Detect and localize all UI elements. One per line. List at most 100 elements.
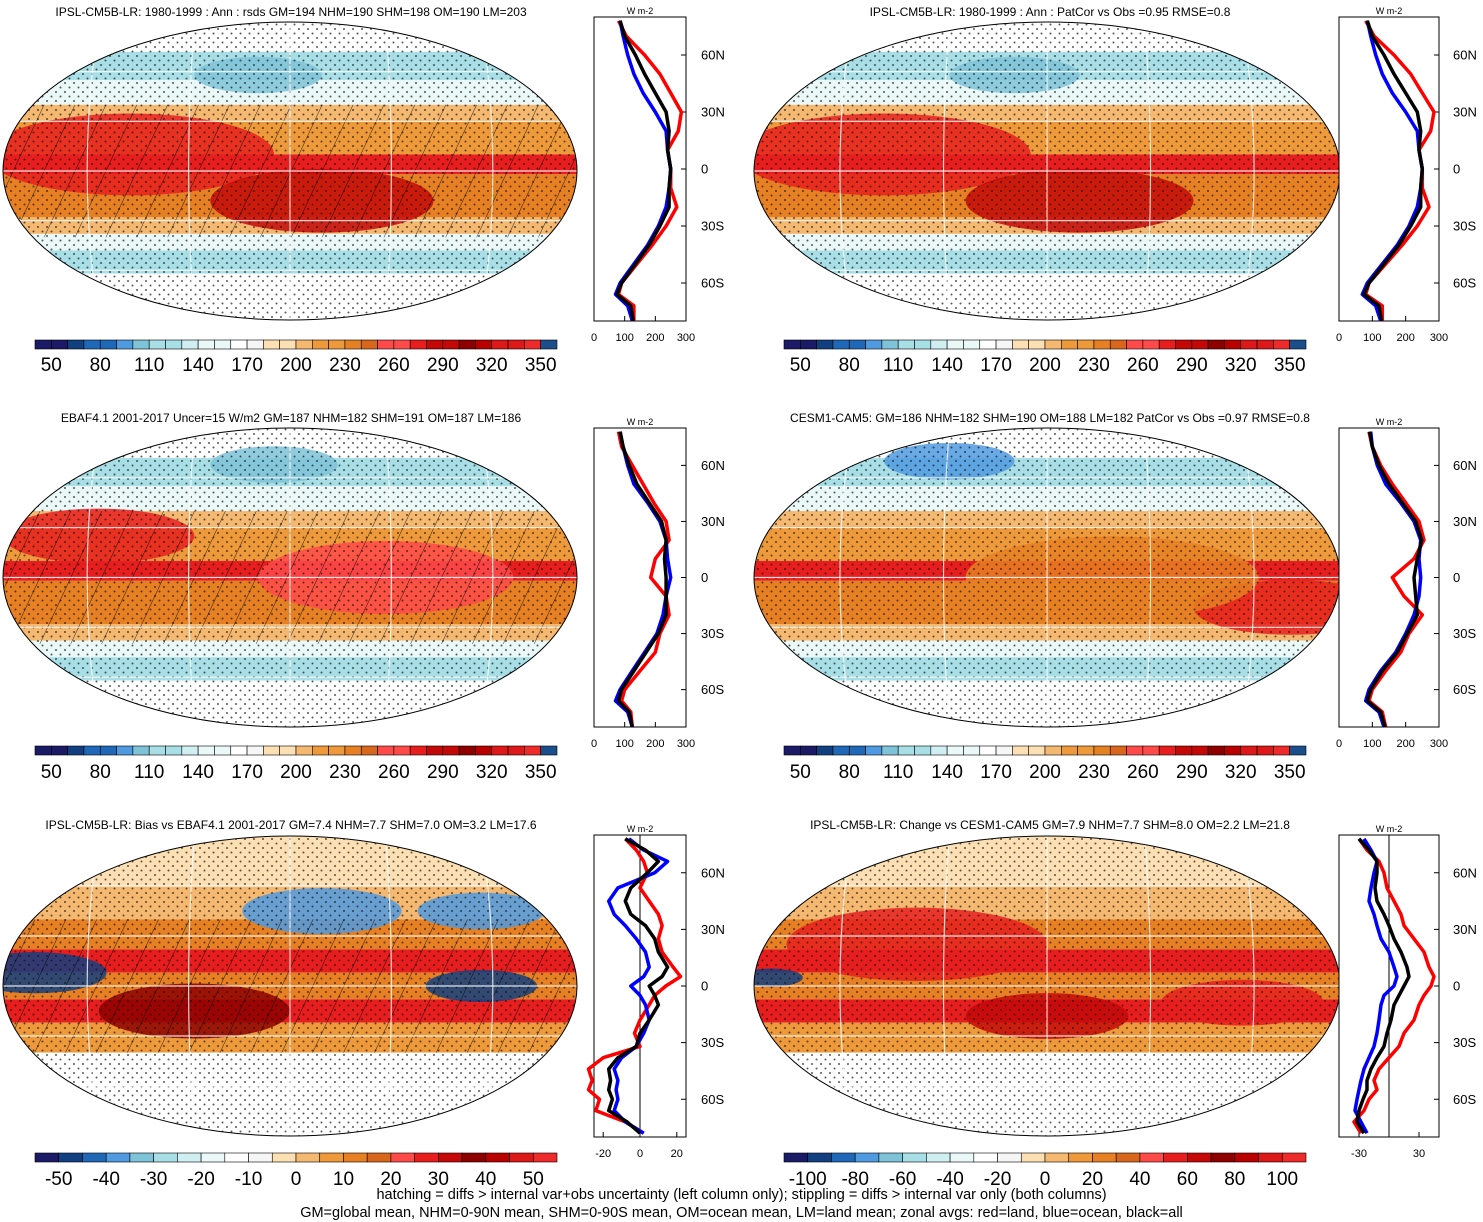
colorbar-tick-label: 170: [231, 762, 263, 783]
all-curve: [1362, 20, 1425, 322]
profile-x-tick-label: -20: [595, 1148, 611, 1160]
colorbar-tick-label: 60: [1177, 1169, 1198, 1190]
colorbar-segment: [881, 339, 899, 350]
colorbar-segment: [224, 1152, 249, 1163]
colorbar-segment: [99, 745, 117, 756]
colorbar-segment: [1207, 339, 1225, 350]
colorbar-segment: [263, 339, 280, 350]
colorbar-tick-label: 0: [1040, 1169, 1051, 1190]
profile-y-tick-label: 30N: [701, 922, 725, 937]
colorbar-segment: [1187, 1152, 1212, 1163]
colorbar-tick-label: 320: [476, 762, 508, 783]
colorbar-tick-label: 140: [931, 355, 963, 376]
colorbar-tick-label: 200: [280, 355, 312, 376]
colorbar-tick-label: 80: [839, 762, 860, 783]
colorbar-segment: [1093, 745, 1111, 756]
colorbar-segment: [1126, 339, 1144, 350]
colorbar-tick-label: 260: [378, 762, 410, 783]
colorbar-segment: [1210, 1152, 1236, 1163]
colorbar-segment: [343, 1152, 368, 1163]
profile-y-tick-label: 30N: [701, 105, 725, 120]
colorbar-segment: [177, 1152, 202, 1163]
colorbar-tick-label: 0: [291, 1169, 302, 1190]
profile-y-tick-label: 60N: [1453, 458, 1477, 473]
colorbar-segment: [67, 339, 85, 350]
colorbar-tick-label: 20: [380, 1169, 401, 1190]
colorbar-segment: [1012, 339, 1029, 350]
colorbar-segment: [1207, 745, 1225, 756]
colorbar-segment: [1142, 745, 1160, 756]
colorbar-segment: [344, 745, 362, 756]
colorbar-segment: [393, 745, 411, 756]
colorbar-segment: [946, 339, 964, 350]
colorbar-segment: [783, 745, 801, 756]
colorbar-segment: [783, 1152, 809, 1163]
profile-x-tick-label: 100: [615, 332, 633, 344]
profile-y-tick-label: 0: [1453, 162, 1460, 177]
profile-y-tick-label: 60S: [1453, 276, 1476, 291]
colorbar-segment: [263, 745, 280, 756]
colorbar-segment: [344, 339, 362, 350]
colorbar-tick-label: 290: [1176, 355, 1208, 376]
colorbar-tick-label: 230: [329, 762, 361, 783]
profile-x-tick-label: 0: [591, 332, 597, 344]
colorbar-segment: [848, 339, 866, 350]
colorbar-tick-label: 260: [378, 355, 410, 376]
colorbar-segment: [807, 1152, 832, 1163]
profile-y-tick-label: 60S: [701, 682, 724, 697]
colorbar-segment: [312, 339, 329, 350]
map-outline: [2, 835, 578, 1137]
colorbar-segment: [979, 339, 997, 350]
profile-x-tick-label: 200: [646, 332, 664, 344]
map-outline: [2, 427, 578, 728]
profile-y-tick-label: 60N: [1453, 865, 1477, 880]
colorbar-segment: [524, 745, 541, 756]
zonal-profile: W m-2 60N 30N 0 30S 60S -20 0 20: [586, 824, 725, 1160]
colorbar-segment: [963, 339, 981, 350]
colorbar-tick-label: 80: [90, 762, 111, 783]
colorbar-segment: [458, 745, 476, 756]
colorbar-segment: [129, 1152, 154, 1163]
longitude-line: [1144, 428, 1152, 727]
colorbar-segment: [461, 1152, 487, 1163]
profile-y-tick-label: 30S: [701, 219, 724, 234]
colorbar-tick-label: 110: [134, 355, 164, 376]
colorbar-segment: [475, 745, 493, 756]
colorbar-segment: [1044, 339, 1062, 350]
profile-x-tick-label: 100: [1363, 332, 1381, 344]
colorbar-tick-label: 140: [182, 355, 214, 376]
colorbar-segment: [507, 339, 525, 350]
longitude-line: [187, 22, 195, 320]
panel-title: IPSL-CM5B-LR: 1980-1999 : Ann : rsds GM=…: [55, 5, 527, 19]
colorbar: 50 80 110 140 170 200 230 260 290 320 350: [783, 339, 1307, 376]
colorbar-segment: [946, 745, 964, 756]
profile-y-tick-label: 60S: [1453, 682, 1476, 697]
profile-y-tick-label: 0: [1453, 979, 1460, 994]
profile-x-tick-label: 0: [591, 738, 597, 750]
colorbar-tick-label: -50: [45, 1169, 72, 1190]
colorbar-tick-label: 320: [1225, 355, 1257, 376]
colorbar-segment: [246, 339, 264, 350]
profile-x-tick-label: 200: [1396, 332, 1414, 344]
profile-y-tick-label: 30S: [1453, 626, 1476, 641]
colorbar-segment: [165, 339, 183, 350]
colorbar-segment: [540, 745, 558, 756]
colorbar-segment: [865, 339, 883, 350]
colorbar-segment: [1077, 339, 1095, 350]
colorbar-tick-label: 110: [883, 355, 913, 376]
colorbar-segment: [1163, 1152, 1188, 1163]
colorbar-segment: [328, 745, 346, 756]
colorbar-tick-label: 350: [525, 355, 557, 376]
colorbar-segment: [1115, 1152, 1141, 1163]
profile-y-tick-label: 30N: [1453, 922, 1477, 937]
colorbar-segment: [197, 339, 215, 350]
colorbar-segment: [831, 1152, 856, 1163]
colorbar-segment: [800, 339, 817, 350]
colorbar-segment: [82, 1152, 107, 1163]
panel-title: IPSL-CM5B-LR: 1980-1999 : Ann : PatCor v…: [870, 5, 1231, 19]
longitude-line: [385, 22, 393, 320]
colorbar-segment: [1224, 339, 1242, 350]
all-curve: [1365, 431, 1424, 728]
colorbar-tick-label: -60: [889, 1169, 916, 1190]
